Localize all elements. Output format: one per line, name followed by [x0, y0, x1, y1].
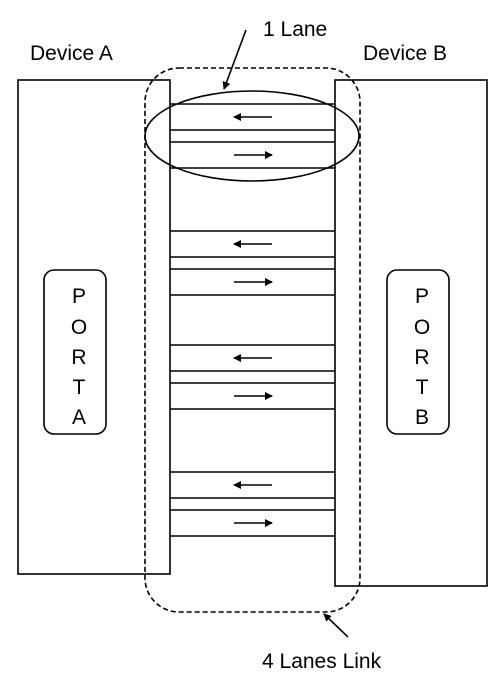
device-b-title: Device B	[363, 42, 447, 65]
lane-highlight-ellipse	[144, 90, 360, 182]
device-b-box	[334, 79, 488, 587]
lane-1	[170, 103, 335, 169]
port-a-box	[43, 269, 107, 435]
device-a-box	[17, 79, 171, 575]
lane-2	[170, 230, 335, 296]
port-a-letter: P	[72, 285, 86, 308]
port-b-letter: R	[414, 346, 429, 369]
port-b-letter: O	[414, 316, 430, 339]
port-a-letter: O	[71, 316, 87, 339]
link-pointer-arrow	[323, 613, 349, 638]
lane-annotation: 1 Lane	[263, 18, 327, 41]
lane-3	[170, 344, 335, 410]
device-a-title: Device A	[30, 42, 113, 65]
port-b-letter: P	[415, 285, 429, 308]
port-a-label: P O R T A	[71, 285, 87, 429]
port-b-letter: T	[416, 376, 429, 399]
port-a-letter: T	[73, 376, 86, 399]
lane-4	[170, 471, 335, 537]
link-annotation: 4 Lanes Link	[262, 650, 382, 673]
port-b-box	[386, 269, 450, 435]
port-a-letter: R	[71, 346, 86, 369]
link-boundary	[144, 67, 361, 613]
port-b-letter: B	[415, 406, 429, 429]
port-b-label: P O R T B	[414, 285, 430, 429]
port-a-letter: A	[72, 406, 86, 429]
lanes-group	[170, 103, 335, 537]
lane-pointer-arrow	[222, 29, 247, 90]
